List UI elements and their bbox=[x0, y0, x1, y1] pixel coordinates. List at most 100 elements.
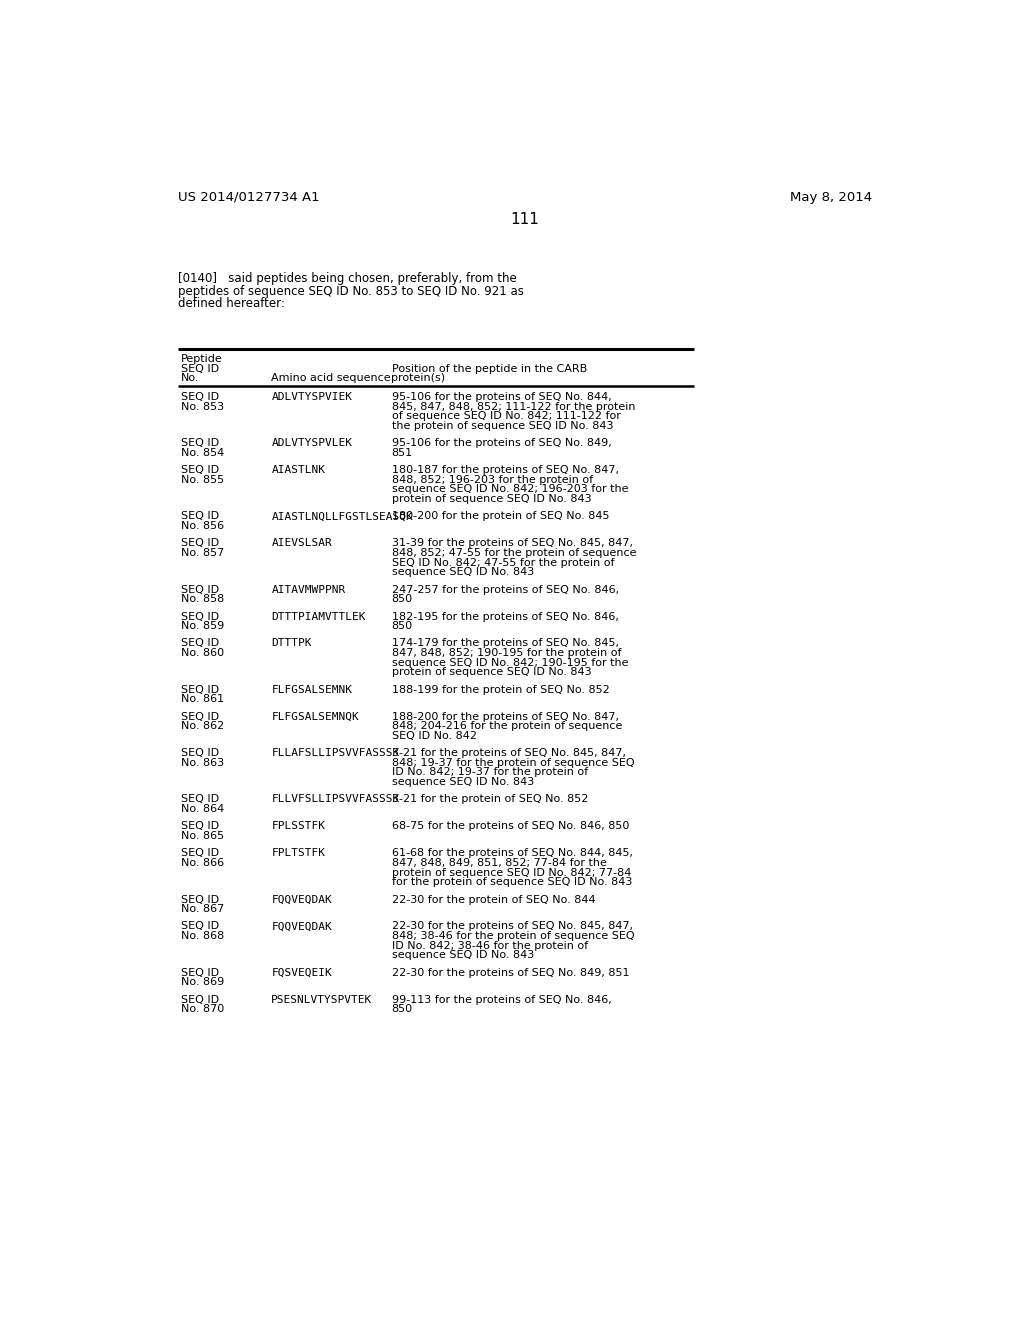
Text: ID No. 842; 19-37 for the protein of: ID No. 842; 19-37 for the protein of bbox=[391, 767, 588, 777]
Text: No. 853: No. 853 bbox=[180, 401, 224, 412]
Text: 247-257 for the proteins of SEQ No. 846,: 247-257 for the proteins of SEQ No. 846, bbox=[391, 585, 618, 594]
Text: AIASTLNQLLFGSTLSEASQK: AIASTLNQLLFGSTLSEASQK bbox=[271, 511, 413, 521]
Text: DTTTPK: DTTTPK bbox=[271, 639, 312, 648]
Text: protein of sequence SEQ ID No. 843: protein of sequence SEQ ID No. 843 bbox=[391, 668, 591, 677]
Text: No. 854: No. 854 bbox=[180, 447, 224, 458]
Text: ADLVTYSPVIEK: ADLVTYSPVIEK bbox=[271, 392, 352, 403]
Text: No. 857: No. 857 bbox=[180, 548, 224, 558]
Text: FLFGSALSEMNQK: FLFGSALSEMNQK bbox=[271, 711, 359, 722]
Text: ID No. 842; 38-46 for the protein of: ID No. 842; 38-46 for the protein of bbox=[391, 941, 588, 950]
Text: 847, 848, 852; 190-195 for the protein of: 847, 848, 852; 190-195 for the protein o… bbox=[391, 648, 621, 659]
Text: 174-179 for the proteins of SEQ No. 845,: 174-179 for the proteins of SEQ No. 845, bbox=[391, 639, 618, 648]
Text: AIEVSLSAR: AIEVSLSAR bbox=[271, 539, 332, 548]
Text: 61-68 for the proteins of SEQ No. 844, 845,: 61-68 for the proteins of SEQ No. 844, 8… bbox=[391, 849, 633, 858]
Text: sequence SEQ ID No. 843: sequence SEQ ID No. 843 bbox=[391, 950, 534, 961]
Text: SEQ ID: SEQ ID bbox=[180, 363, 219, 374]
Text: protein of sequence SEQ ID No. 843: protein of sequence SEQ ID No. 843 bbox=[391, 494, 591, 504]
Text: 848; 38-46 for the protein of sequence SEQ: 848; 38-46 for the protein of sequence S… bbox=[391, 931, 634, 941]
Text: for the protein of sequence SEQ ID No. 843: for the protein of sequence SEQ ID No. 8… bbox=[391, 878, 632, 887]
Text: 22-30 for the proteins of SEQ No. 845, 847,: 22-30 for the proteins of SEQ No. 845, 8… bbox=[391, 921, 633, 932]
Text: 188-200 for the proteins of SEQ No. 847,: 188-200 for the proteins of SEQ No. 847, bbox=[391, 711, 618, 722]
Text: SEQ ID: SEQ ID bbox=[180, 392, 219, 403]
Text: 850: 850 bbox=[391, 594, 413, 605]
Text: Amino acid sequence: Amino acid sequence bbox=[271, 374, 391, 383]
Text: [0140]   said peptides being chosen, preferably, from the: [0140] said peptides being chosen, prefe… bbox=[178, 272, 517, 285]
Text: No. 858: No. 858 bbox=[180, 594, 224, 605]
Text: SEQ ID: SEQ ID bbox=[180, 849, 219, 858]
Text: 180-187 for the proteins of SEQ No. 847,: 180-187 for the proteins of SEQ No. 847, bbox=[391, 465, 618, 475]
Text: FQQVEQDAK: FQQVEQDAK bbox=[271, 921, 332, 932]
Text: 850: 850 bbox=[391, 1005, 413, 1014]
Text: AIASTLNK: AIASTLNK bbox=[271, 465, 326, 475]
Text: PSESNLVTYSPVTEK: PSESNLVTYSPVTEK bbox=[271, 995, 373, 1005]
Text: No. 861: No. 861 bbox=[180, 694, 224, 705]
Text: SEQ ID: SEQ ID bbox=[180, 465, 219, 475]
Text: No. 867: No. 867 bbox=[180, 904, 224, 915]
Text: 3-21 for the protein of SEQ No. 852: 3-21 for the protein of SEQ No. 852 bbox=[391, 795, 588, 804]
Text: ADLVTYSPVLEK: ADLVTYSPVLEK bbox=[271, 438, 352, 449]
Text: 848; 204-216 for the protein of sequence: 848; 204-216 for the protein of sequence bbox=[391, 721, 622, 731]
Text: 99-113 for the proteins of SEQ No. 846,: 99-113 for the proteins of SEQ No. 846, bbox=[391, 995, 611, 1005]
Text: sequence SEQ ID No. 842; 196-203 for the: sequence SEQ ID No. 842; 196-203 for the bbox=[391, 484, 628, 495]
Text: defined hereafter:: defined hereafter: bbox=[178, 297, 286, 310]
Text: No. 869: No. 869 bbox=[180, 977, 224, 987]
Text: 111: 111 bbox=[510, 213, 540, 227]
Text: US 2014/0127734 A1: US 2014/0127734 A1 bbox=[178, 190, 319, 203]
Text: No. 860: No. 860 bbox=[180, 648, 224, 659]
Text: 3-21 for the proteins of SEQ No. 845, 847,: 3-21 for the proteins of SEQ No. 845, 84… bbox=[391, 748, 626, 758]
Text: protein(s): protein(s) bbox=[391, 374, 445, 383]
Text: No.: No. bbox=[180, 374, 200, 383]
Text: FPLSSTFK: FPLSSTFK bbox=[271, 821, 326, 832]
Text: SEQ ID: SEQ ID bbox=[180, 639, 219, 648]
Text: SEQ ID: SEQ ID bbox=[180, 995, 219, 1005]
Text: 851: 851 bbox=[391, 447, 413, 458]
Text: 845, 847, 848, 852; 111-122 for the protein: 845, 847, 848, 852; 111-122 for the prot… bbox=[391, 401, 635, 412]
Text: 180-200 for the protein of SEQ No. 845: 180-200 for the protein of SEQ No. 845 bbox=[391, 511, 609, 521]
Text: 22-30 for the protein of SEQ No. 844: 22-30 for the protein of SEQ No. 844 bbox=[391, 895, 595, 904]
Text: SEQ ID: SEQ ID bbox=[180, 748, 219, 758]
Text: 848; 19-37 for the protein of sequence SEQ: 848; 19-37 for the protein of sequence S… bbox=[391, 758, 634, 768]
Text: of sequence SEQ ID No. 842; 111-122 for: of sequence SEQ ID No. 842; 111-122 for bbox=[391, 412, 621, 421]
Text: 850: 850 bbox=[391, 622, 413, 631]
Text: No. 863: No. 863 bbox=[180, 758, 224, 768]
Text: No. 856: No. 856 bbox=[180, 521, 224, 531]
Text: No. 865: No. 865 bbox=[180, 832, 224, 841]
Text: SEQ ID: SEQ ID bbox=[180, 795, 219, 804]
Text: Position of the peptide in the CARB: Position of the peptide in the CARB bbox=[391, 363, 587, 374]
Text: 31-39 for the proteins of SEQ No. 845, 847,: 31-39 for the proteins of SEQ No. 845, 8… bbox=[391, 539, 633, 548]
Text: No. 866: No. 866 bbox=[180, 858, 224, 869]
Text: 188-199 for the protein of SEQ No. 852: 188-199 for the protein of SEQ No. 852 bbox=[391, 685, 609, 694]
Text: No. 864: No. 864 bbox=[180, 804, 224, 814]
Text: SEQ ID No. 842: SEQ ID No. 842 bbox=[391, 731, 476, 741]
Text: May 8, 2014: May 8, 2014 bbox=[790, 190, 872, 203]
Text: FPLTSTFK: FPLTSTFK bbox=[271, 849, 326, 858]
Text: SEQ ID: SEQ ID bbox=[180, 968, 219, 978]
Text: FLFGSALSEMNK: FLFGSALSEMNK bbox=[271, 685, 352, 694]
Text: No. 868: No. 868 bbox=[180, 931, 224, 941]
Text: SEQ ID: SEQ ID bbox=[180, 921, 219, 932]
Text: No. 862: No. 862 bbox=[180, 721, 224, 731]
Text: FLLAFSLLIPSVVFASSSK: FLLAFSLLIPSVVFASSSK bbox=[271, 748, 399, 758]
Text: SEQ ID No. 842; 47-55 for the protein of: SEQ ID No. 842; 47-55 for the protein of bbox=[391, 557, 614, 568]
Text: 182-195 for the proteins of SEQ No. 846,: 182-195 for the proteins of SEQ No. 846, bbox=[391, 611, 618, 622]
Text: 22-30 for the proteins of SEQ No. 849, 851: 22-30 for the proteins of SEQ No. 849, 8… bbox=[391, 968, 629, 978]
Text: No. 855: No. 855 bbox=[180, 475, 224, 484]
Text: SEQ ID: SEQ ID bbox=[180, 585, 219, 594]
Text: SEQ ID: SEQ ID bbox=[180, 438, 219, 449]
Text: DTTTPIAMVTTLEK: DTTTPIAMVTTLEK bbox=[271, 611, 366, 622]
Text: AITAVMWPPNR: AITAVMWPPNR bbox=[271, 585, 346, 594]
Text: sequence SEQ ID No. 843: sequence SEQ ID No. 843 bbox=[391, 568, 534, 577]
Text: 68-75 for the proteins of SEQ No. 846, 850: 68-75 for the proteins of SEQ No. 846, 8… bbox=[391, 821, 629, 832]
Text: FLLVFSLLIPSVVFASSSK: FLLVFSLLIPSVVFASSSK bbox=[271, 795, 399, 804]
Text: the protein of sequence SEQ ID No. 843: the protein of sequence SEQ ID No. 843 bbox=[391, 421, 613, 430]
Text: SEQ ID: SEQ ID bbox=[180, 539, 219, 548]
Text: No. 870: No. 870 bbox=[180, 1005, 224, 1014]
Text: protein of sequence SEQ ID No. 842; 77-84: protein of sequence SEQ ID No. 842; 77-8… bbox=[391, 867, 631, 878]
Text: SEQ ID: SEQ ID bbox=[180, 611, 219, 622]
Text: FQQVEQDAK: FQQVEQDAK bbox=[271, 895, 332, 904]
Text: sequence SEQ ID No. 843: sequence SEQ ID No. 843 bbox=[391, 777, 534, 787]
Text: sequence SEQ ID No. 842; 190-195 for the: sequence SEQ ID No. 842; 190-195 for the bbox=[391, 657, 628, 668]
Text: Peptide: Peptide bbox=[180, 354, 222, 364]
Text: 848, 852; 196-203 for the protein of: 848, 852; 196-203 for the protein of bbox=[391, 475, 593, 484]
Text: SEQ ID: SEQ ID bbox=[180, 711, 219, 722]
